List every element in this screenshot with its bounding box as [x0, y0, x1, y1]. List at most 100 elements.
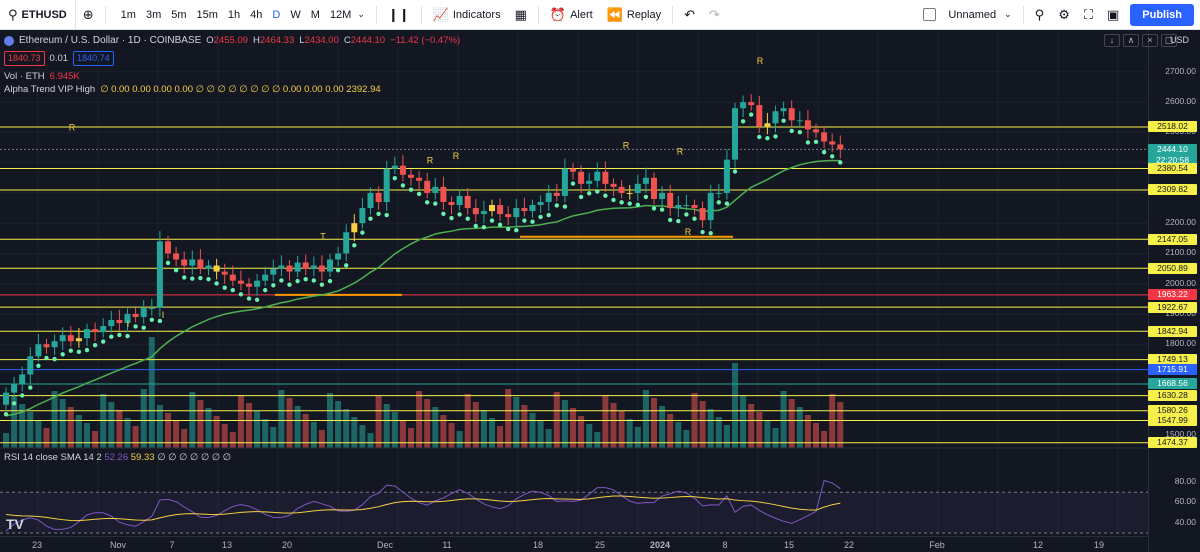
chart-pane[interactable] — [0, 30, 1200, 552]
publish-button[interactable]: Publish — [1130, 3, 1194, 26]
volume-bar — [19, 404, 26, 448]
compare-button[interactable]: ⊕ — [76, 0, 101, 30]
level-price-label[interactable]: 1630.28 — [1148, 390, 1197, 402]
volume-bar — [35, 420, 42, 448]
close-icon[interactable]: × — [1142, 34, 1158, 47]
signal-dot — [692, 216, 697, 221]
maximize-icon[interactable]: ▢ — [1161, 34, 1177, 47]
rsi-sma-line — [5, 495, 841, 522]
time-axis[interactable]: 23 Nov 7 13 20 Dec 11 18 25 2024 8 15 22 Feb 12 19 — [0, 536, 1148, 552]
collapse-icon[interactable]: ∧ — [1123, 34, 1139, 47]
settings-button[interactable]: ⚙ — [1051, 0, 1077, 30]
level-price-label[interactable]: 2380.54 — [1148, 163, 1197, 175]
timeframe-12m[interactable]: 12M — [329, 8, 352, 21]
level-price-label[interactable]: 2050.89 — [1148, 262, 1197, 274]
level-price-label[interactable]: 2518.02 — [1148, 121, 1197, 133]
timeframe-15m[interactable]: 15m — [196, 8, 218, 21]
candle-body — [408, 174, 414, 178]
signal-dot — [352, 243, 357, 248]
timeframe-5m[interactable]: 5m — [171, 8, 187, 21]
candle-body — [189, 259, 196, 266]
volume-bar — [391, 412, 398, 448]
timeframe-3m[interactable]: 3m — [145, 8, 162, 21]
timeframe-m[interactable]: M — [310, 8, 320, 21]
time-tick: 23 — [31, 540, 43, 550]
logo-mark: TV — [6, 516, 25, 532]
alert-button[interactable]: ⏰ Alert — [543, 0, 600, 30]
candle-body — [505, 214, 512, 218]
signal-dot — [643, 194, 649, 200]
signal-label: R — [623, 141, 630, 151]
signal-dot — [813, 139, 819, 145]
snapshot-button[interactable]: ▣ — [1100, 0, 1126, 30]
templates-button[interactable]: ▦ — [508, 0, 534, 30]
signal-dot — [433, 201, 438, 206]
chevron-down-icon[interactable]: ⌄ — [357, 9, 365, 19]
signal-dot — [603, 193, 608, 198]
level-price-label[interactable]: 2147.05 — [1148, 233, 1197, 245]
divider — [104, 5, 106, 24]
signal-dot — [44, 355, 49, 361]
buy-price-button[interactable]: 1840.74 — [73, 51, 114, 66]
time-tick: 12 — [1032, 540, 1044, 550]
level-price-label[interactable]: 1749.13 — [1148, 354, 1197, 366]
level-price-label[interactable]: 1580.26 — [1148, 405, 1197, 417]
indicators-button[interactable]: 📈 Indicators — [426, 0, 508, 30]
candle-body — [59, 335, 66, 342]
level-price-label[interactable]: 1474.37 — [1148, 437, 1197, 449]
chart-canvas[interactable]: R R R R R R T I I R TV — [0, 30, 1148, 536]
candle-body — [205, 265, 212, 269]
sell-price-button[interactable]: 1840.73 — [4, 51, 45, 66]
level-price-label[interactable]: 1668.56 — [1148, 378, 1197, 390]
time-tick: 18 — [532, 540, 544, 550]
volume-bar — [780, 391, 787, 448]
level-price-label[interactable]: 1963.22 — [1148, 289, 1197, 301]
level-price-label[interactable]: 1547.99 — [1148, 414, 1197, 426]
timeframe-1h[interactable]: 1h — [227, 8, 241, 21]
signal-dot — [708, 231, 713, 236]
level-price-label[interactable]: 1842.94 — [1148, 325, 1197, 337]
level-price-label[interactable]: 1715.91 — [1148, 364, 1197, 376]
signal-label: T — [320, 231, 326, 241]
volume-bar — [408, 428, 414, 448]
timeframe-w[interactable]: W — [290, 8, 301, 21]
level-price-label[interactable]: 2444.10 22:20:58 — [1148, 143, 1197, 166]
timeframe-4h[interactable]: 4h — [250, 8, 263, 21]
chart-type-button[interactable]: ❙❙ — [381, 0, 417, 30]
signal-dot — [125, 333, 130, 339]
level-price-label[interactable]: 1922.67 — [1148, 301, 1197, 313]
candle-body — [821, 132, 828, 142]
toolbar-right: Unnamed ⌄ ⚲ ⚙ ⛶ ▣ Publish — [916, 0, 1200, 30]
symbol-search[interactable]: ⚲ ETHUSD — [0, 0, 76, 30]
legend-title[interactable]: Ethereum / U.S. Dollar · 1D · COINBASE — [19, 35, 202, 46]
candle-body — [529, 205, 536, 212]
level-price-label[interactable]: 2309.82 — [1148, 184, 1197, 196]
signal-dot — [554, 203, 559, 208]
layout-selector[interactable]: Unnamed ⌄ — [916, 0, 1018, 30]
price-tick: 2200.00 — [1165, 217, 1196, 228]
volume-bar — [359, 425, 366, 448]
volume-bar — [43, 428, 50, 448]
redo-button[interactable]: ↷ — [702, 0, 727, 30]
signal-dot — [287, 282, 292, 287]
timeframe-1m[interactable]: 1m — [120, 8, 136, 21]
replay-button[interactable]: ⏪ Replay — [600, 0, 668, 30]
candle-body — [691, 205, 698, 209]
fullscreen-icon: ⛶ — [1083, 7, 1093, 22]
candle-body — [100, 326, 107, 333]
fullscreen-button[interactable]: ⛶ — [1077, 0, 1100, 30]
candle-body — [262, 274, 269, 281]
timeframe-d[interactable]: D — [272, 8, 281, 21]
volume-legend[interactable]: Vol · ETH 6.945K — [4, 70, 460, 83]
undo-button[interactable]: ↶ — [677, 0, 702, 30]
quick-search-button[interactable]: ⚲ — [1028, 0, 1052, 30]
volume-bar — [140, 389, 147, 448]
candle-body — [351, 223, 358, 233]
signal-label: I — [162, 310, 165, 320]
arrow-down-icon[interactable]: ↓ — [1104, 34, 1120, 47]
rsi-legend[interactable]: RSI 14 close SMA 14 2 52.26 59.33 ∅ ∅ ∅ … — [4, 452, 231, 463]
volume-bar — [740, 396, 747, 448]
currency-label[interactable]: USD — [1170, 35, 1190, 45]
alpha-legend[interactable]: Alpha Trend VIP High ∅ 0.00 0.00 0.00 0.… — [4, 83, 460, 96]
signal-dot — [238, 292, 244, 297]
